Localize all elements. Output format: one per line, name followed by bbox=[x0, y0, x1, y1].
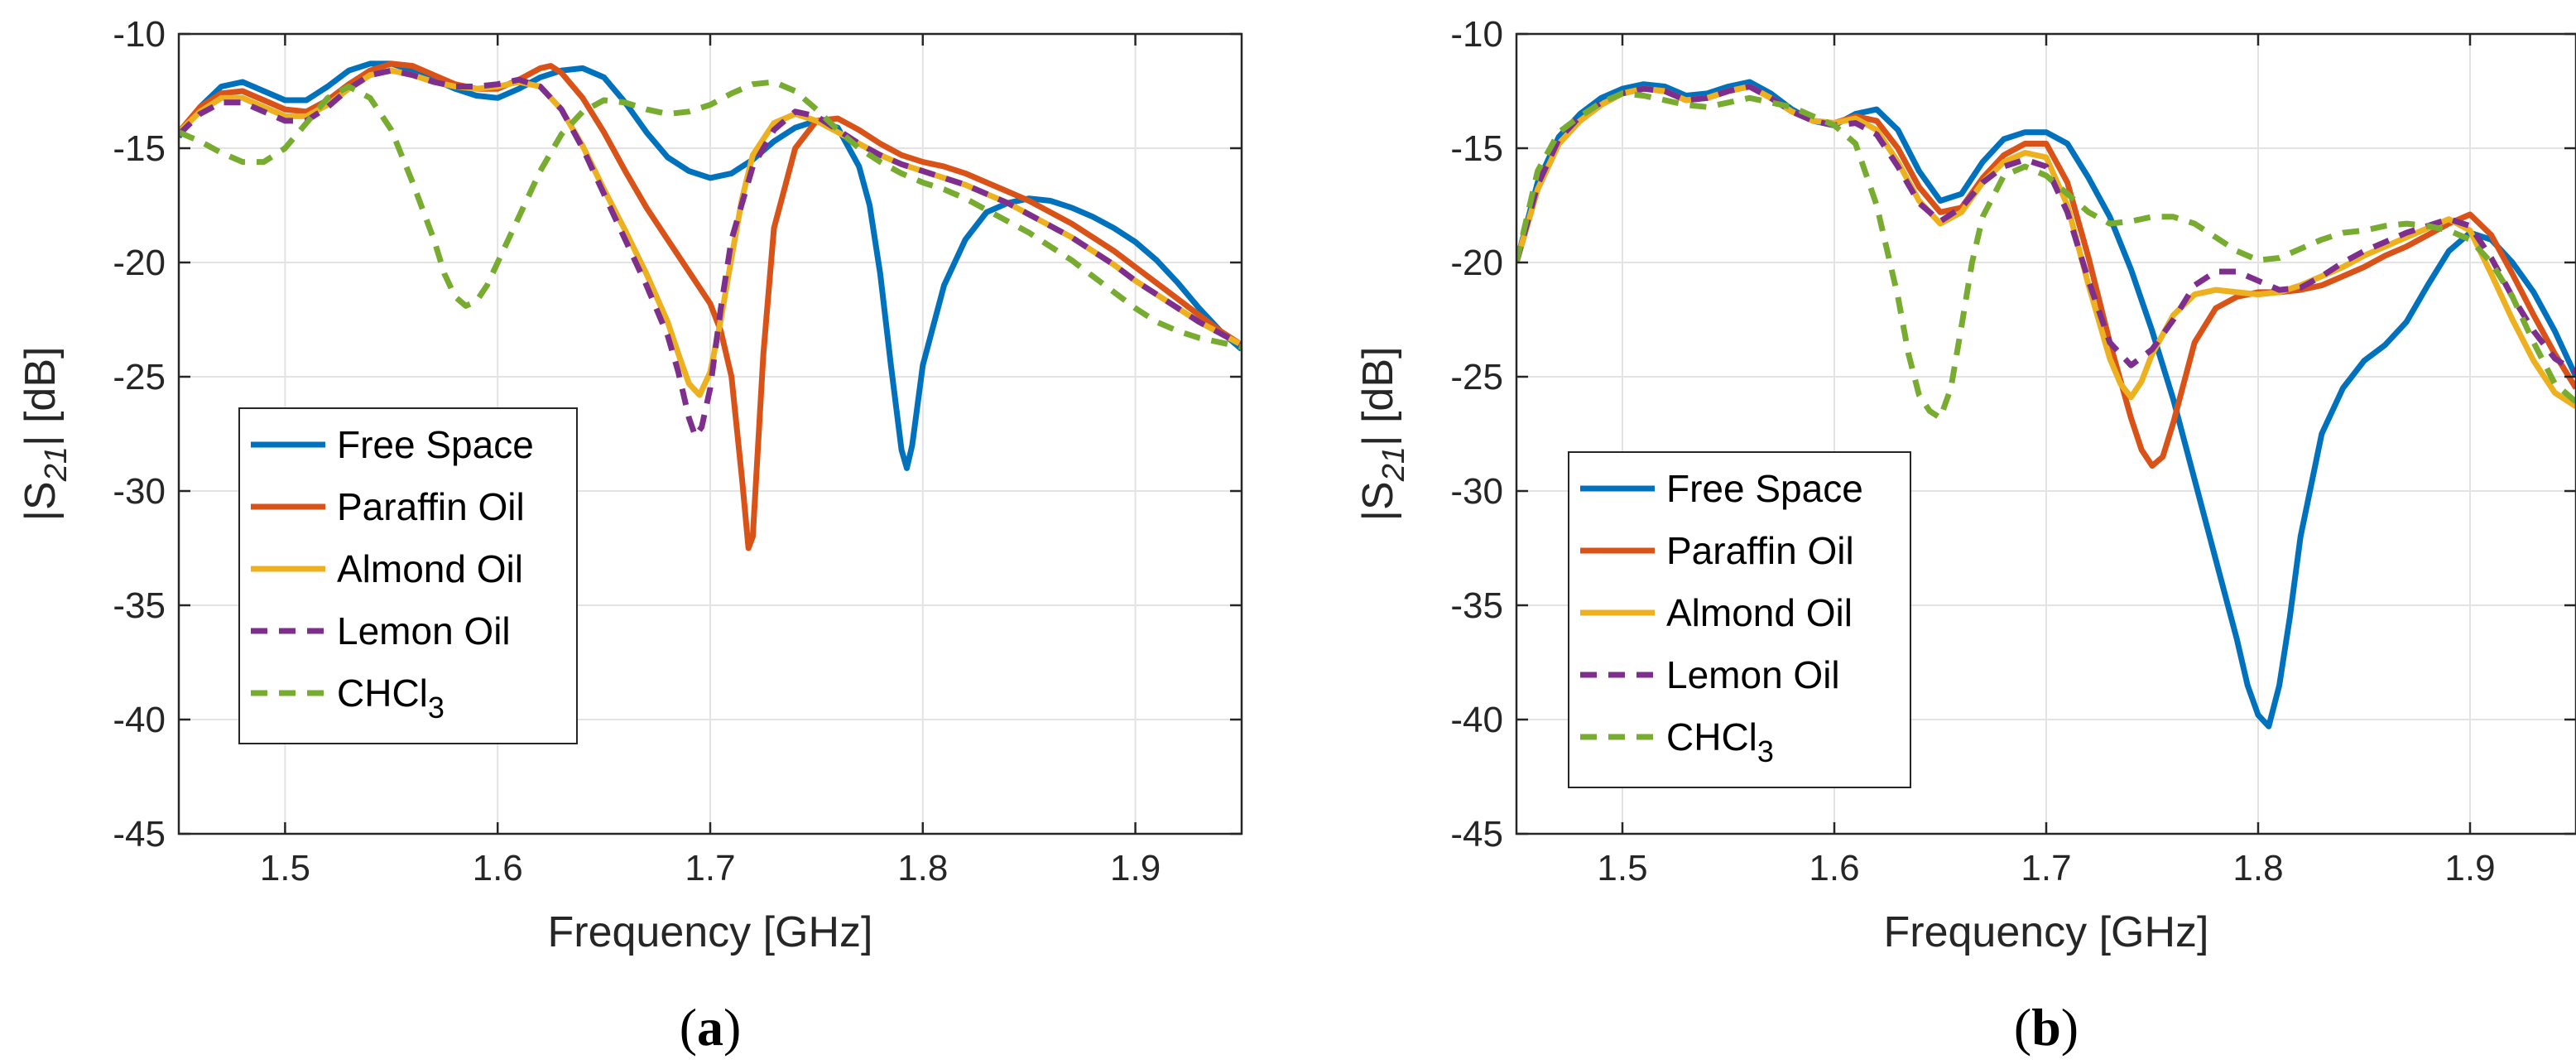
panel-label: (a) bbox=[680, 998, 742, 1057]
y-tick-label: -45 bbox=[1450, 814, 1503, 855]
legend-entry-label: Free Space bbox=[337, 423, 534, 466]
legend-entry-label: CHCl3 bbox=[1666, 715, 1774, 768]
y-tick-label: -30 bbox=[113, 471, 166, 512]
y-tick-label: -15 bbox=[1450, 128, 1503, 169]
y-tick-label: -30 bbox=[1450, 471, 1503, 512]
y-axis-label-suffix: | [dB] bbox=[1354, 347, 1402, 446]
x-tick-label: 1.8 bbox=[897, 848, 948, 888]
y-axis-label-subscript: 21 bbox=[39, 446, 74, 482]
series-line-paraffin-oil bbox=[179, 60, 1242, 551]
x-tick-label: 1.7 bbox=[2021, 848, 2071, 888]
series-line-lemon-oil bbox=[179, 67, 1242, 440]
y-tick-label: -45 bbox=[113, 814, 166, 855]
series-line-lemon-oil bbox=[1516, 84, 2576, 375]
x-tick-label: 1.7 bbox=[685, 848, 735, 888]
y-axis-label-suffix: | [dB] bbox=[17, 347, 65, 446]
panel-label-letter: a bbox=[697, 998, 723, 1057]
panel-label-close: ) bbox=[2061, 998, 2079, 1057]
series-line-chcl3 bbox=[179, 79, 1242, 350]
legend-box bbox=[238, 407, 578, 744]
legend-entry-label-main: CHCl bbox=[1666, 715, 1757, 758]
legend-entry-label: Free Space bbox=[1666, 467, 1863, 510]
x-tick-label: 1.6 bbox=[1809, 848, 1859, 888]
y-tick-label: -10 bbox=[113, 14, 166, 55]
x-tick-label: 1.5 bbox=[260, 848, 310, 888]
legend-entry-label: CHCl3 bbox=[337, 672, 445, 725]
x-tick-label: 1.9 bbox=[2444, 848, 2495, 888]
y-axis-label: |S21| [dB] bbox=[17, 347, 74, 522]
y-tick-label: -20 bbox=[1450, 243, 1503, 283]
legend-entry-label: Almond Oil bbox=[1666, 591, 1853, 634]
x-tick-label: 1.6 bbox=[473, 848, 523, 888]
x-tick-label: 1.9 bbox=[1110, 848, 1161, 888]
series-line-chcl3 bbox=[1516, 90, 2576, 421]
panel-label: (b) bbox=[2014, 998, 2079, 1057]
y-tick-label: -20 bbox=[113, 243, 166, 283]
y-tick-label: -25 bbox=[113, 357, 166, 397]
panel-label-open: ( bbox=[680, 998, 697, 1057]
legend-box bbox=[1568, 451, 1911, 788]
legend: Free Space Paraffin Oil Almond Oil Lemon Oi… bbox=[1568, 451, 1911, 788]
x-tick-label: 1.5 bbox=[1597, 848, 1647, 888]
legend-entry-label: Paraffin Oil bbox=[1666, 529, 1854, 572]
y-axis-label-prefix: |S bbox=[17, 481, 65, 521]
y-tick-label: -10 bbox=[1450, 14, 1503, 55]
legend: Free Space Paraffin Oil Almond Oil Lemon Oi… bbox=[238, 407, 578, 744]
y-axis-label-subscript: 21 bbox=[1377, 446, 1411, 482]
legend-entry-label-main: CHCl bbox=[337, 672, 428, 715]
legend-entry-label: Lemon Oil bbox=[1666, 653, 1840, 696]
x-axis-label: Frequency [GHz] bbox=[547, 908, 872, 956]
legend-entry-label-subscript: 3 bbox=[428, 691, 445, 725]
x-tick-label: 1.8 bbox=[2232, 848, 2283, 888]
legend-entry-label: Almond Oil bbox=[337, 547, 523, 590]
panel-label-close: ) bbox=[723, 998, 741, 1057]
series-group bbox=[1516, 79, 2576, 729]
panel-label-open: ( bbox=[2014, 998, 2031, 1057]
chart-panel-a: 1.5 1.6 1.7 1.8 1.9 -10 -15 -20 -25 -30 -35 -40 -45 F… bbox=[17, 14, 1243, 1057]
y-axis-label: |S21| [dB] bbox=[1354, 347, 1411, 522]
legend-entry-label: Lemon Oil bbox=[337, 609, 511, 652]
x-axis-label: Frequency [GHz] bbox=[1883, 908, 2208, 956]
legend-entry-label-subscript: 3 bbox=[1757, 734, 1774, 768]
y-tick-label: -35 bbox=[113, 585, 166, 626]
y-tick-label: -40 bbox=[113, 700, 166, 740]
y-tick-label: -35 bbox=[1450, 585, 1503, 626]
series-line-free-space bbox=[1516, 79, 2576, 729]
y-axis-label-prefix: |S bbox=[1354, 481, 1402, 521]
chart-panel-b: 1.5 1.6 1.7 1.8 1.9 -10 -15 -20 -25 -30 -35 -40 -45 F… bbox=[1354, 14, 2576, 1057]
panel-label-letter: b bbox=[2031, 998, 2061, 1057]
y-tick-label: -15 bbox=[113, 128, 166, 169]
legend-entry-label: Paraffin Oil bbox=[337, 485, 525, 528]
y-tick-label: -40 bbox=[1450, 700, 1503, 740]
series-group bbox=[179, 60, 1242, 551]
y-tick-label: -25 bbox=[1450, 357, 1503, 397]
